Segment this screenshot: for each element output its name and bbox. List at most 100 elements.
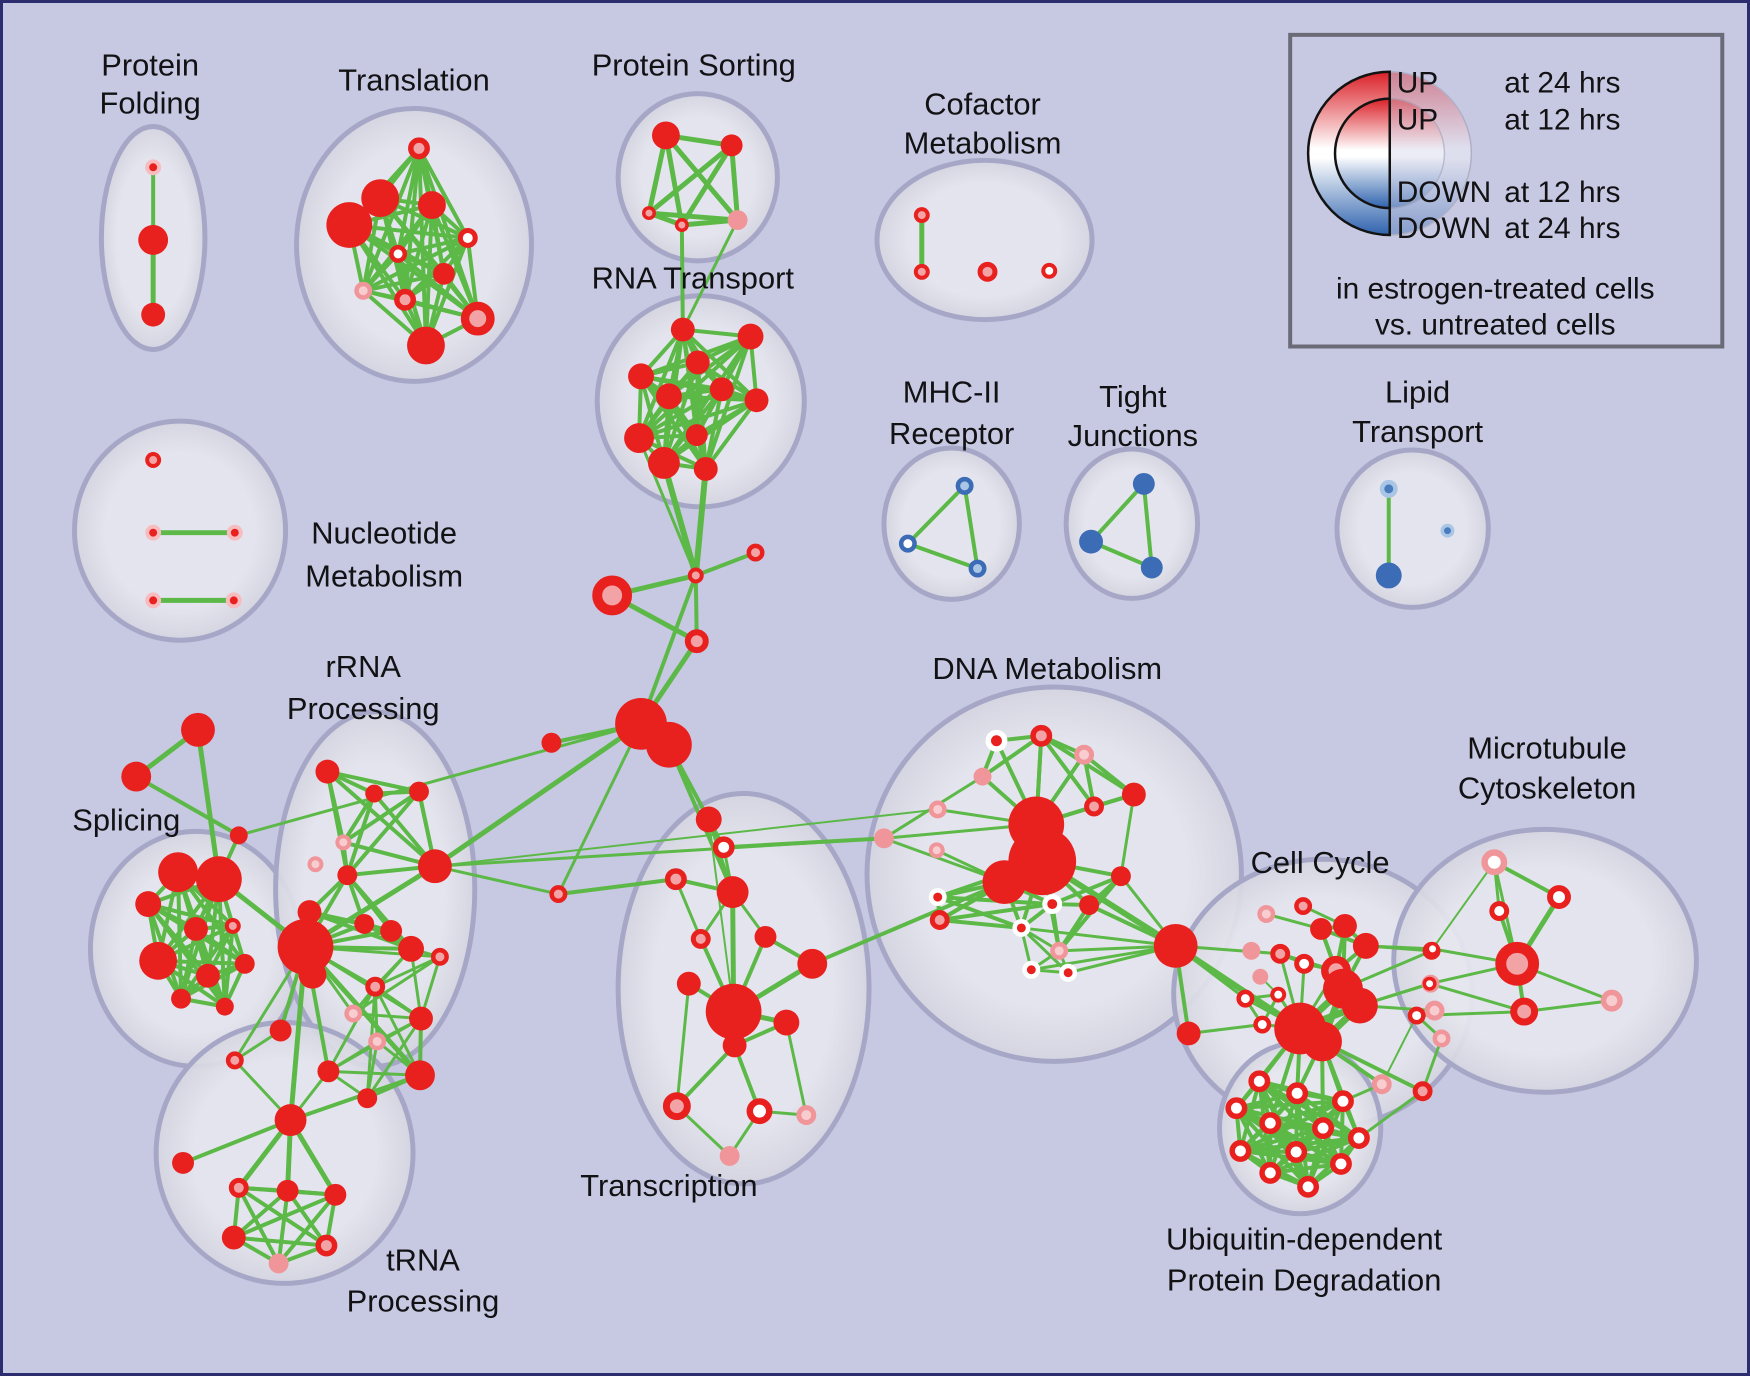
gene-node: [326, 202, 373, 248]
gene-node: [1012, 918, 1031, 937]
gene-node: [1022, 960, 1041, 979]
edge: [365, 1017, 423, 1100]
gene-node: [985, 729, 1008, 752]
edge: [146, 902, 235, 928]
gene-nodes: [121, 121, 1623, 1274]
gene-node: [1481, 849, 1508, 876]
gene-node: [268, 1253, 289, 1274]
gene-node: [138, 225, 169, 255]
gene-node: [1242, 941, 1261, 960]
gene-node: [121, 761, 152, 792]
gene-node: [670, 317, 695, 342]
legend-direction-label: DOWN: [1397, 212, 1492, 245]
gene-node: [357, 1088, 378, 1109]
gene-node: [171, 988, 191, 1009]
edge: [1119, 793, 1136, 878]
gene-node: [1424, 1000, 1445, 1021]
gene-node: [368, 1032, 387, 1051]
gene-node: [317, 1060, 340, 1083]
gene-node: [1084, 796, 1104, 817]
gene-node: [549, 885, 568, 904]
edge: [679, 142, 735, 228]
gene-node: [226, 524, 243, 541]
gene-node: [955, 476, 974, 495]
gene-node: [361, 179, 400, 218]
edge: [195, 727, 222, 882]
gene-node: [773, 1009, 800, 1036]
gene-node: [973, 767, 992, 786]
edge: [707, 818, 735, 1013]
edge: [729, 142, 741, 223]
gene-node: [754, 925, 777, 948]
gene-node: [1379, 479, 1398, 498]
gene-node: [1412, 1081, 1433, 1102]
cluster-label: Tight Junctions: [1068, 379, 1198, 453]
gene-node: [1236, 989, 1255, 1008]
edge: [276, 1188, 290, 1266]
edge: [1428, 982, 1526, 1014]
gene-node: [1297, 1175, 1320, 1198]
edge: [674, 1043, 737, 1109]
gene-node: [1352, 932, 1379, 959]
gene-node: [1041, 262, 1058, 279]
gene-node: [664, 868, 687, 891]
gene-node: [221, 1225, 246, 1250]
edge: [231, 1192, 338, 1240]
gene-node: [676, 971, 701, 996]
edge: [373, 955, 442, 989]
edge: [646, 142, 735, 216]
gene-node: [335, 834, 352, 851]
legend-caption: in estrogen-treated cells: [1336, 273, 1655, 306]
gene-node: [1270, 986, 1287, 1003]
cluster-label: Cell Cycle: [1251, 845, 1390, 880]
edge: [237, 722, 643, 837]
gene-node: [796, 1105, 817, 1126]
edge: [361, 271, 446, 293]
gene-node: [628, 363, 654, 390]
edge: [231, 1235, 329, 1248]
gene-node: [1042, 894, 1063, 915]
edge: [962, 483, 980, 571]
gene-node: [1375, 562, 1402, 589]
edge: [637, 398, 759, 441]
gene-node: [234, 953, 255, 974]
gene-node: [307, 856, 324, 873]
edge: [222, 923, 235, 1009]
cluster-labels: Protein Folding Translation Protein Sorting…: [72, 48, 1636, 1319]
gene-node: [898, 534, 917, 553]
gene-node: [1294, 897, 1313, 916]
gene-node: [642, 206, 656, 221]
gene-node: [1312, 1117, 1334, 1140]
legend-box: [1288, 32, 1725, 349]
cluster-label: Microtubule Cytoskeleton: [1458, 731, 1636, 806]
edge: [639, 573, 698, 726]
edge: [403, 146, 421, 302]
cluster-label: Protein Sorting: [592, 48, 796, 83]
gene-node: [228, 1177, 249, 1198]
cluster-label: Translation: [338, 63, 490, 98]
gene-node: [276, 1179, 299, 1202]
gene-node: [432, 262, 455, 285]
gene-node: [229, 826, 248, 845]
edge: [637, 387, 724, 441]
edge: [937, 917, 1024, 930]
edge: [1187, 1023, 1264, 1035]
cluster-label: Splicing: [72, 802, 180, 837]
gene-node: [928, 842, 945, 859]
gene-node: [1110, 866, 1131, 887]
edge: [361, 146, 421, 293]
edge: [937, 902, 1055, 922]
edge: [1431, 861, 1496, 950]
gene-node: [1285, 1141, 1308, 1163]
gene-node: [1489, 901, 1510, 921]
gene-node: [418, 191, 446, 220]
gene-node: [1294, 953, 1315, 974]
gene-node: [418, 849, 452, 884]
gene-node: [646, 721, 692, 768]
edge: [660, 459, 699, 579]
gene-node: [690, 928, 711, 949]
gene-node: [1440, 523, 1455, 538]
gene-node: [695, 806, 722, 833]
legend-direction-label: DOWN: [1397, 176, 1492, 209]
edge: [146, 902, 227, 1009]
